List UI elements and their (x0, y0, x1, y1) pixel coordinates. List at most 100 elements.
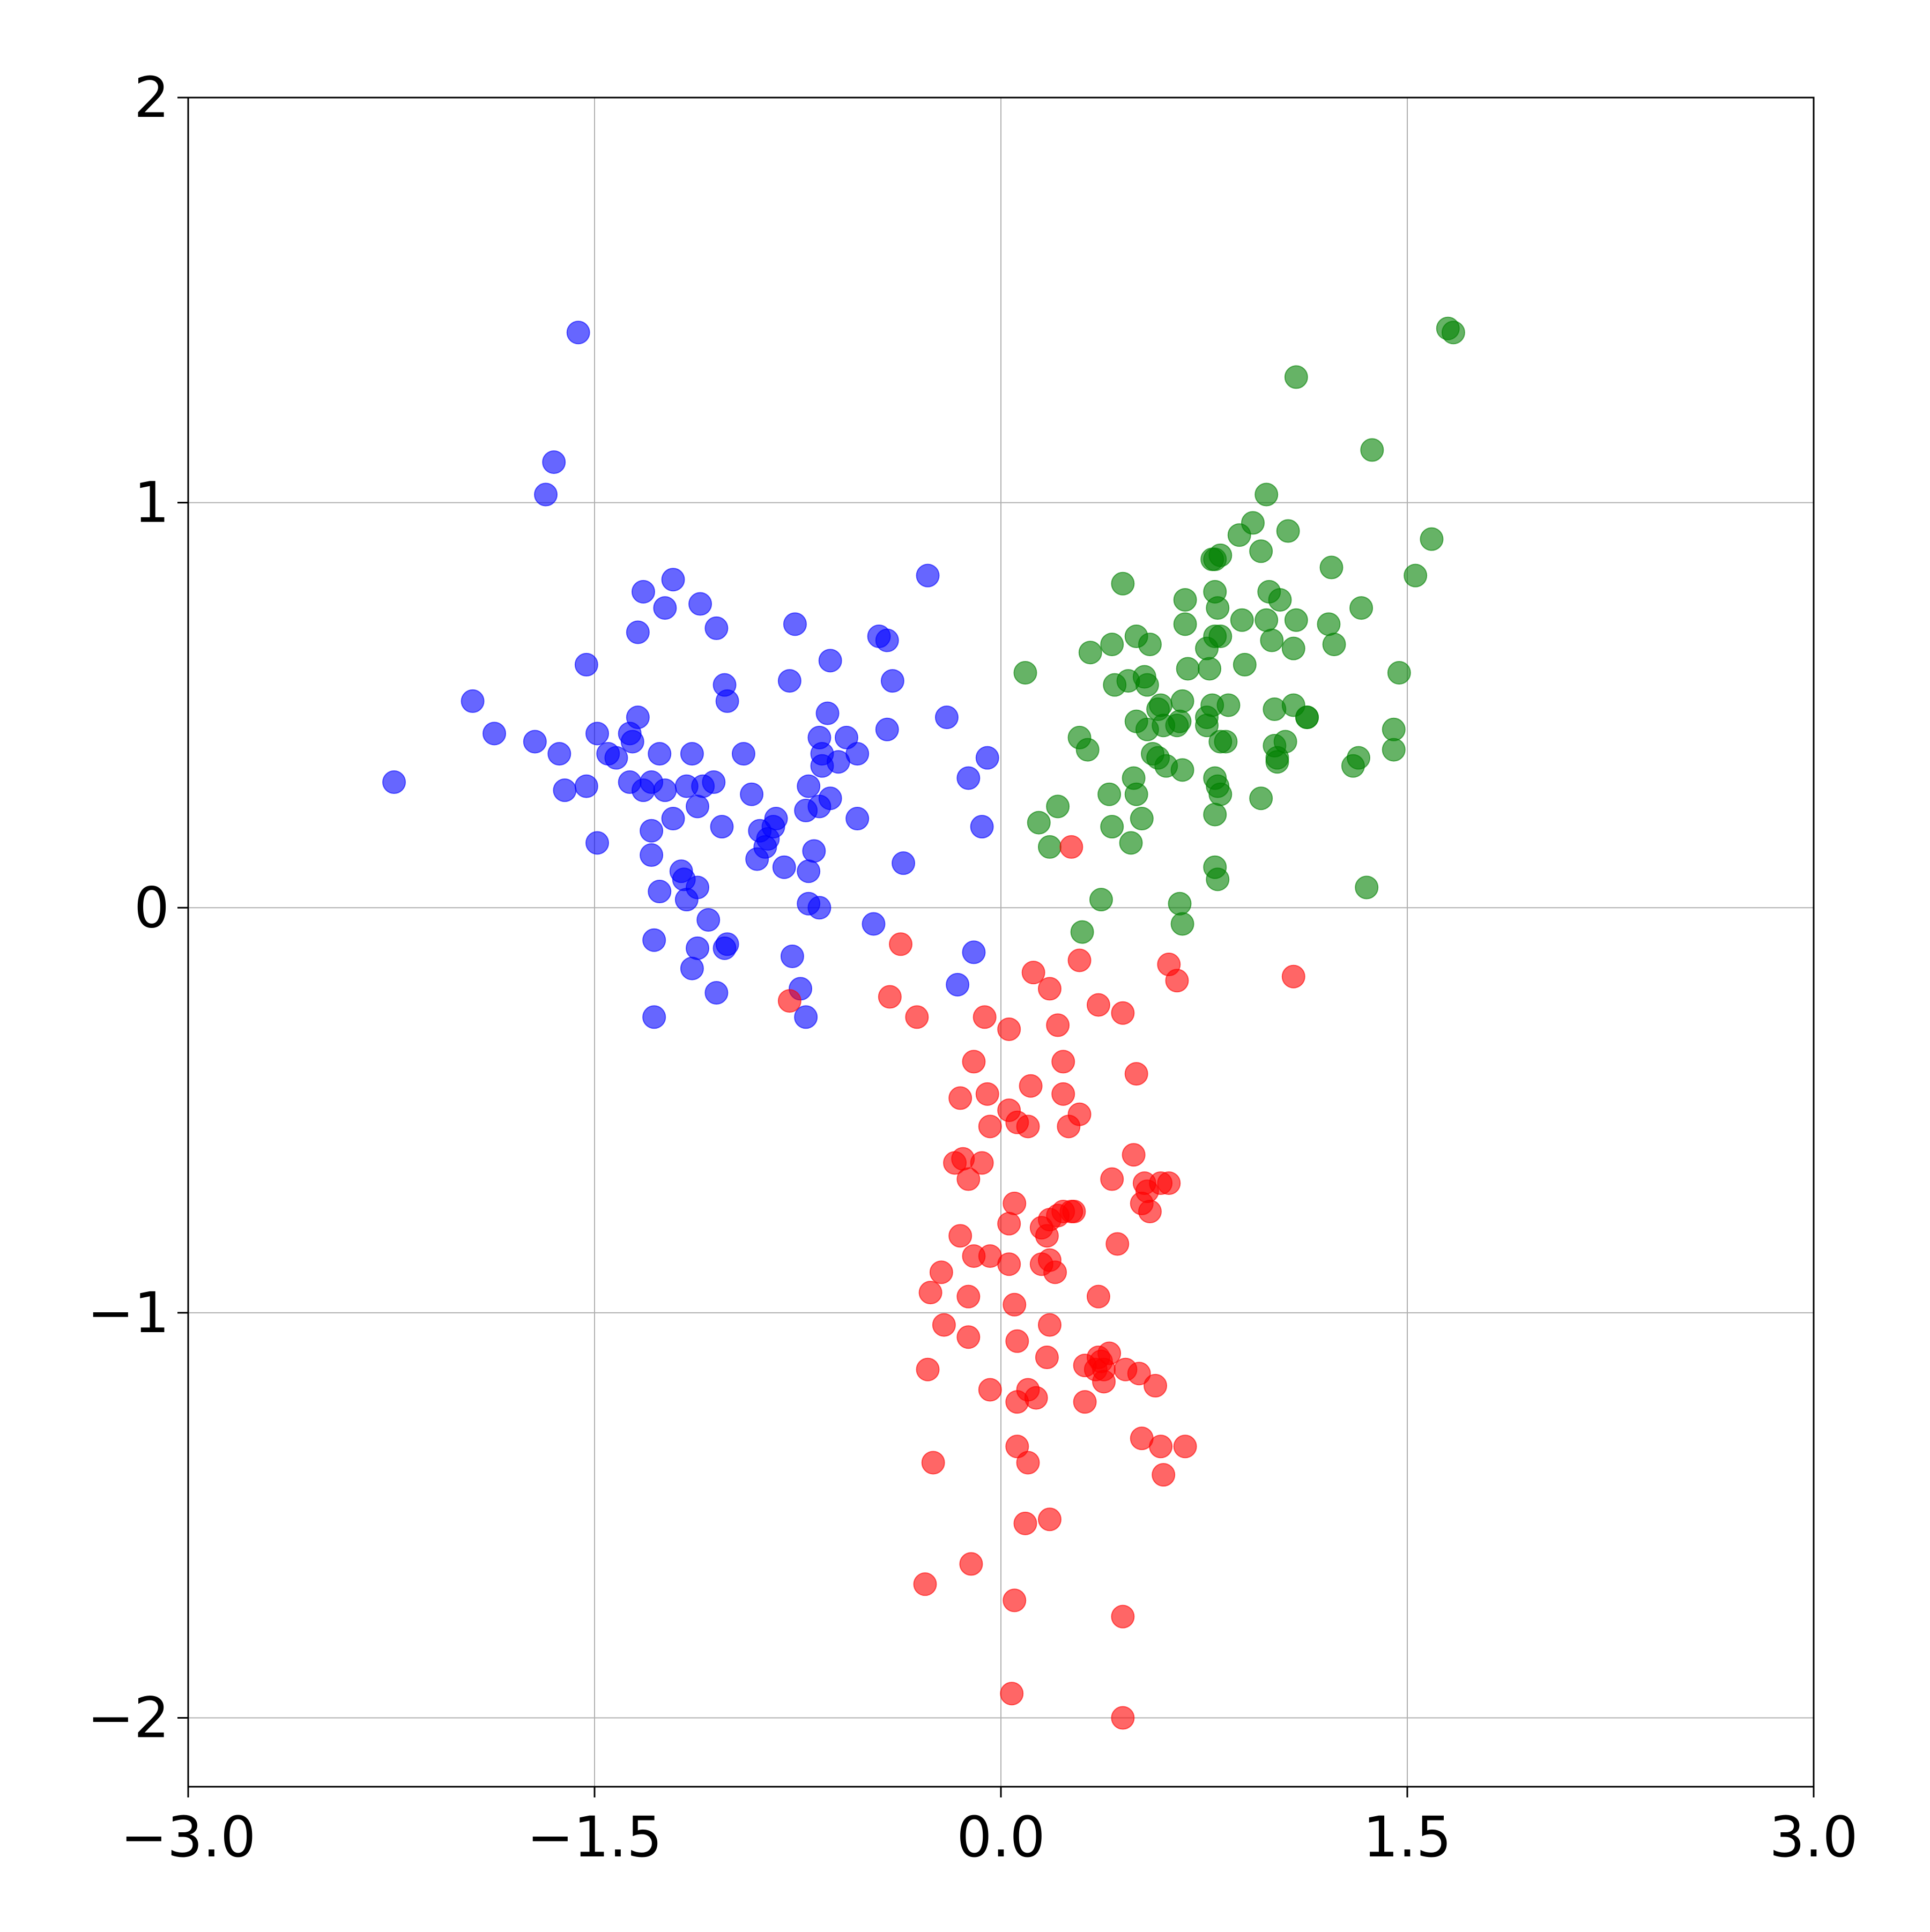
point (1046, 794, 1070, 819)
point (1260, 628, 1284, 652)
point (1208, 782, 1233, 806)
point (1173, 588, 1197, 612)
point (1355, 875, 1379, 900)
point (1003, 1588, 1027, 1613)
point (1420, 527, 1444, 551)
point (547, 742, 571, 766)
point (661, 568, 685, 592)
point (916, 1357, 940, 1381)
point (702, 770, 726, 794)
point (962, 1050, 986, 1074)
point (1111, 571, 1135, 596)
point (1404, 563, 1428, 588)
point (1149, 1435, 1173, 1459)
y-tick-label: 0 (134, 875, 169, 940)
point (1003, 1191, 1027, 1215)
point (1206, 867, 1230, 891)
point (1254, 482, 1279, 507)
point (1198, 657, 1222, 681)
point (777, 989, 801, 1013)
point (1078, 641, 1102, 665)
point (542, 450, 566, 474)
point (1124, 782, 1148, 806)
point (1441, 321, 1465, 345)
point (1176, 657, 1200, 681)
point (959, 1552, 983, 1576)
point (1046, 1013, 1070, 1037)
point (948, 1224, 973, 1248)
point (777, 669, 801, 693)
y-tick-label: 2 (134, 65, 169, 130)
point (1021, 961, 1045, 985)
point (382, 770, 406, 794)
point (878, 985, 902, 1009)
point (620, 730, 644, 754)
point (1319, 555, 1343, 579)
point (1249, 786, 1273, 811)
point (1208, 730, 1233, 754)
point (1349, 596, 1374, 620)
point (956, 1167, 981, 1191)
point (1165, 714, 1189, 738)
point (523, 730, 547, 754)
point (1000, 1682, 1024, 1706)
point (1249, 539, 1273, 563)
point (1086, 993, 1110, 1017)
point (845, 807, 870, 831)
point (1111, 1001, 1135, 1025)
point (688, 592, 712, 616)
y-tick-label: −1 (87, 1280, 169, 1346)
point (686, 794, 710, 819)
point (929, 1260, 953, 1284)
point (653, 596, 677, 620)
point (661, 807, 685, 831)
point (1135, 673, 1159, 697)
point (1043, 1260, 1067, 1284)
point (731, 742, 755, 766)
point (1122, 1143, 1146, 1167)
point (918, 1281, 942, 1305)
point (1152, 1463, 1176, 1487)
point (648, 742, 672, 766)
point (1037, 1507, 1062, 1532)
x-tick-label: 1.5 (1363, 1804, 1451, 1870)
point (978, 1114, 1002, 1139)
point (970, 1151, 994, 1175)
point (1089, 888, 1113, 912)
point (1003, 1292, 1027, 1317)
point (948, 1086, 973, 1110)
point (1111, 1604, 1135, 1629)
point (653, 778, 677, 802)
point (1170, 758, 1194, 782)
point (1195, 714, 1219, 738)
point (566, 321, 590, 345)
point (1268, 588, 1292, 612)
point (946, 972, 970, 997)
point (1281, 964, 1305, 989)
point (889, 932, 913, 956)
point (1233, 652, 1257, 677)
point (975, 1082, 999, 1106)
point (1037, 977, 1062, 1001)
point (1005, 1329, 1029, 1353)
point (1019, 1074, 1043, 1098)
point (934, 705, 959, 730)
point (1124, 1062, 1148, 1086)
point (482, 722, 507, 746)
point (956, 766, 981, 790)
point (712, 936, 737, 960)
point (1254, 608, 1279, 632)
point (997, 1212, 1021, 1236)
point (553, 778, 577, 802)
point (680, 956, 704, 980)
point (1037, 835, 1062, 859)
point (640, 843, 664, 867)
point (1230, 608, 1254, 632)
point (1203, 802, 1227, 827)
point (1168, 891, 1192, 916)
point (1051, 1050, 1075, 1074)
point (1103, 673, 1127, 697)
point (802, 839, 826, 863)
point (710, 815, 734, 839)
point (932, 1313, 956, 1337)
